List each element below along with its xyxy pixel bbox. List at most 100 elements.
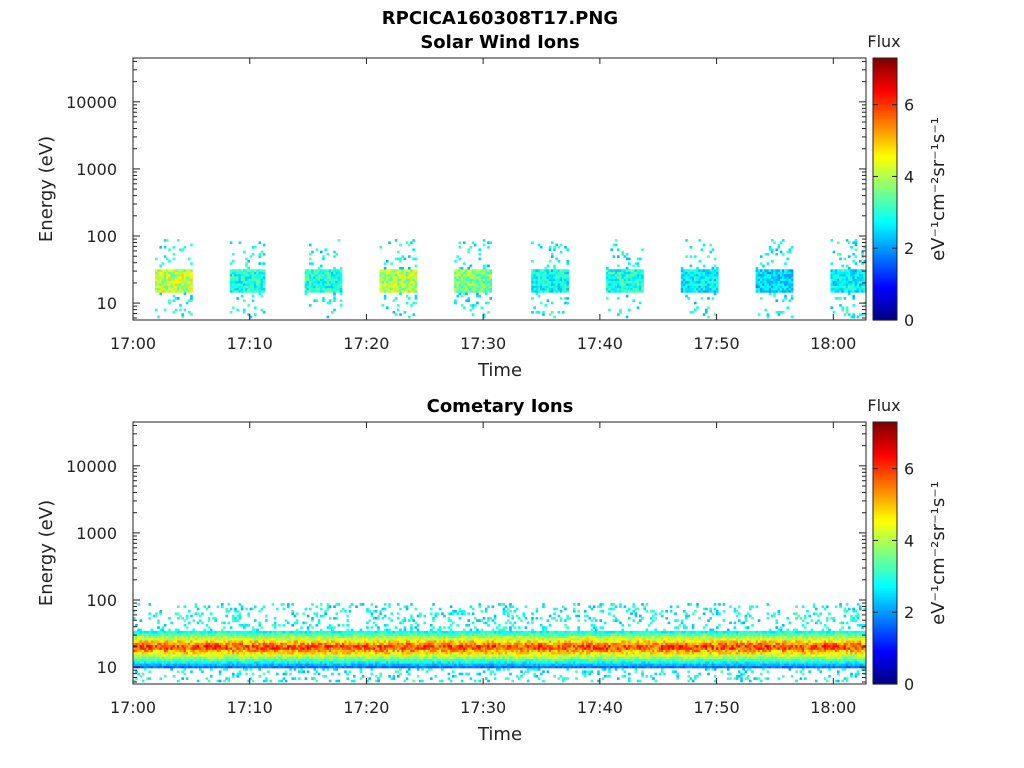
spectrogram-cell (247, 647, 250, 650)
spectrogram-cell (845, 276, 849, 279)
spectrogram-cell (386, 269, 389, 272)
spectrogram-cell (625, 271, 629, 275)
spectrogram-cell (199, 651, 202, 655)
spectrogram-cell (232, 283, 235, 286)
spectrogram-cell (172, 642, 176, 646)
spectrogram-cell (419, 661, 422, 664)
spectrogram-cell (766, 283, 770, 286)
spectrogram-cell (755, 285, 759, 289)
spectrogram-cell (227, 665, 231, 669)
spectrogram-cell (463, 280, 466, 284)
spectrogram-cell (203, 663, 206, 666)
spectrogram-cell (370, 672, 374, 676)
spectrogram-cell (366, 607, 369, 611)
spectrogram-cell (760, 278, 763, 282)
spectrogram-cell (361, 635, 365, 639)
spectrogram-cell (166, 649, 169, 653)
spectrogram-cell (782, 283, 785, 286)
spectrogram-cell (258, 290, 261, 293)
spectrogram-cell (337, 278, 341, 282)
spectrogram-cell (755, 290, 759, 293)
spectrogram-cell (449, 605, 453, 608)
spectrogram-cell (284, 635, 288, 639)
spectrogram-cell (289, 640, 292, 643)
spectrogram-cell (339, 651, 343, 655)
spectrogram-cell (445, 661, 448, 664)
spectrogram-cell (282, 644, 286, 648)
spectrogram-cell (141, 635, 145, 639)
spectrogram-cell (331, 311, 334, 314)
spectrogram-cell (839, 253, 842, 256)
spectrogram-cell (423, 637, 426, 641)
spectrogram-cell (834, 278, 838, 282)
spectrogram-cell (394, 649, 398, 653)
spectrogram-cell (207, 642, 211, 646)
spectrogram-cell (201, 633, 204, 636)
spectrogram-cell (392, 271, 396, 275)
spectrogram-cell (421, 637, 424, 641)
spectrogram-cell (775, 273, 778, 277)
spectrogram-cell (458, 278, 462, 282)
spectrogram-cell (335, 651, 338, 655)
spectrogram-cell (685, 278, 688, 282)
spectrogram-cell (251, 269, 255, 272)
spectrogram-cell (304, 633, 308, 636)
spectrogram-cell (262, 630, 266, 634)
spectrogram-cell (223, 654, 226, 657)
spectrogram-cell (185, 633, 189, 636)
spectrogram-cell (150, 647, 154, 650)
colorbar-tick-label: 2 (904, 239, 914, 258)
spectrogram-cell (331, 637, 334, 641)
spectrogram-cell (210, 654, 213, 657)
spectrogram-cell (691, 276, 695, 279)
spectrogram-cell (634, 283, 638, 286)
spectrogram-cell (469, 287, 473, 291)
spectrogram-cell (170, 668, 173, 671)
spectrogram-cell (256, 283, 259, 286)
spectrogram-cell (562, 287, 565, 291)
spectrogram-cell (146, 661, 149, 664)
spectrogram-cell (773, 278, 776, 282)
spectrogram-cell (837, 269, 840, 272)
spectrogram-cell (364, 661, 367, 664)
spectrogram-cell (188, 642, 191, 646)
spectrogram-cell (350, 665, 354, 669)
spectrogram-cell (273, 635, 277, 639)
spectrogram-cell (247, 280, 250, 284)
spectrogram-cell (350, 679, 354, 683)
spectrogram-cell (779, 283, 783, 286)
spectrogram-cell (394, 633, 398, 636)
spectrogram-cell (430, 628, 433, 632)
spectrogram-cell (368, 649, 371, 653)
spectrogram-cell (353, 649, 356, 653)
spectrogram-cell (262, 243, 266, 247)
spectrogram-cell (771, 271, 774, 275)
spectrogram-cell (163, 663, 167, 666)
spectrogram-cell (181, 640, 184, 643)
spectrogram-cell (392, 285, 396, 289)
spectrogram-cell (619, 308, 622, 312)
spectrogram-cell (449, 633, 453, 636)
spectrogram-cell (713, 273, 717, 277)
spectrogram-cell (557, 269, 561, 272)
spectrogram-cell (366, 626, 369, 629)
spectrogram-cell (423, 642, 426, 646)
spectrogram-cell (163, 280, 167, 284)
spectrogram-cell (443, 661, 446, 664)
spectrogram-cell (317, 658, 321, 662)
spectrogram-cell (157, 658, 160, 662)
spectrogram-cell (359, 651, 363, 655)
spectrogram-cell (172, 269, 176, 272)
spectrogram-cell (273, 654, 277, 657)
spectrogram-cell (392, 661, 396, 664)
spectrogram-cell (456, 269, 459, 272)
spectrogram-cell (203, 665, 206, 669)
spectrogram-cell (326, 280, 330, 284)
spectrogram-cell (227, 647, 231, 650)
spectrogram-cell (463, 273, 466, 277)
spectrogram-cell (179, 273, 182, 277)
spectrogram-cell (434, 635, 437, 639)
spectrogram-cell (150, 661, 154, 664)
spectrogram-cell (254, 276, 257, 279)
spectrogram-cell (394, 640, 398, 643)
